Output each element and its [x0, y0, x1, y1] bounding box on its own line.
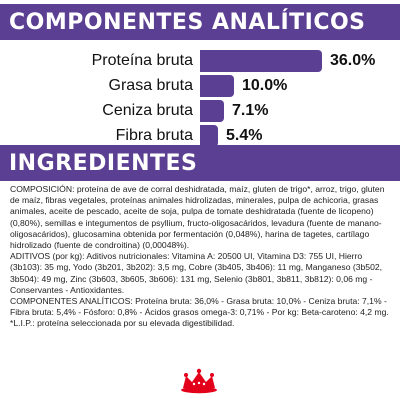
ingredients-banner: INGREDIENTES [0, 145, 400, 181]
row-value: 7.1% [232, 102, 269, 119]
row-bar [200, 75, 234, 97]
row-bar [200, 125, 218, 147]
crown-icon [181, 368, 217, 394]
row-value: 36.0% [330, 52, 376, 69]
ingredients-title: INGREDIENTES [9, 150, 198, 176]
analytics-row-fiber: Fibra bruta 5.4% [0, 125, 400, 147]
analytical-components-paragraph: COMPONENTES ANALÍTICOS: Proteína bruta: … [10, 296, 389, 318]
composition-paragraph: COMPOSICIÓN: proteína de ave de corral d… [10, 184, 385, 251]
lip-note-paragraph: *L.I.P.: proteína seleccionada por su el… [10, 318, 235, 329]
analytics-row-protein: Proteína bruta 36.0% [0, 50, 400, 72]
row-value: 5.4% [226, 127, 263, 144]
row-label: Ceniza bruta [102, 102, 193, 119]
row-bar [200, 50, 322, 72]
row-label: Fibra bruta [115, 127, 193, 144]
ingredients-text: COMPOSICIÓN: proteína de ave de corral d… [10, 184, 396, 330]
row-value: 10.0% [242, 77, 288, 94]
analytics-row-ash: Ceniza bruta 7.1% [0, 100, 400, 122]
row-label: Proteína bruta [91, 52, 193, 69]
row-label: Grasa bruta [108, 77, 193, 94]
row-bar [200, 100, 224, 122]
analytics-banner: COMPONENTES ANALÍTICOS [0, 4, 400, 40]
analytics-row-fat: Grasa bruta 10.0% [0, 75, 400, 97]
additives-paragraph: ADITIVOS (por kg): Aditivos nutricionale… [10, 251, 383, 295]
analytics-title: COMPONENTES ANALÍTICOS [9, 9, 366, 35]
